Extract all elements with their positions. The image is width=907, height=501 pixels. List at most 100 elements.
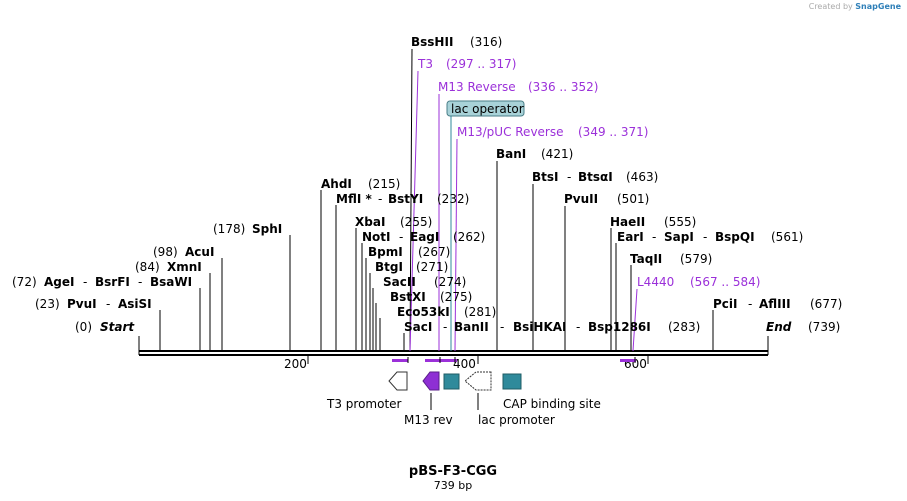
site-name-taqii[interactable]: TaqII — [630, 252, 662, 266]
site-pos-taqii: (579) — [680, 252, 712, 266]
site-name-xmni[interactable]: XmnI — [167, 260, 202, 274]
site-name-noti[interactable]: NotI — [362, 230, 391, 244]
primer-bar-l4440 — [620, 359, 636, 362]
site-name-btsai[interactable]: BtsαI — [578, 170, 613, 184]
site-name-btgi[interactable]: BtgI — [375, 260, 403, 274]
site-pos-pvui: (23) — [35, 297, 60, 311]
ruler-label-200: 200 — [284, 357, 307, 371]
snapgene-credit: Created by SnapGene — [809, 2, 901, 11]
sequence-backbone — [138, 336, 769, 356]
cap-binding-site-box[interactable] — [502, 373, 522, 390]
site-sep-btsi: - — [567, 170, 571, 184]
site-pos-haeii: (555) — [664, 215, 696, 229]
start-pos: (0) — [75, 320, 92, 334]
site-name-haeii[interactable]: HaeII — [610, 215, 645, 229]
site-name-bspqi[interactable]: BspQI — [715, 230, 755, 244]
site-pos-agei: (72) — [12, 275, 37, 289]
site-pos-acui: (98) — [153, 245, 178, 259]
site-name-btsi[interactable]: BtsI — [532, 170, 559, 184]
primer-bar-ends — [407, 357, 636, 363]
credit-prefix: Created by — [808, 2, 853, 11]
site-pos-xmni: (84) — [135, 260, 160, 274]
leader-m13puc-reverse — [454, 138, 458, 352]
site-name-bani[interactable]: BanI — [496, 147, 526, 161]
site-name-bsrfi[interactable]: BsrFI — [95, 275, 130, 289]
leader-bsshii — [409, 48, 413, 352]
site-name-asisi[interactable]: AsiSI — [118, 297, 152, 311]
site-name-bstyi[interactable]: BstYI — [388, 192, 423, 206]
primer-name-m13-reverse[interactable]: M13 Reverse — [438, 80, 516, 94]
ruler-label-400: 400 — [453, 357, 476, 371]
lac-operator-feature[interactable] — [443, 373, 460, 390]
leader-l4440 — [632, 288, 638, 352]
primer-name-t3[interactable]: T3 — [417, 57, 433, 71]
end-pos: (739) — [808, 320, 840, 334]
site-name-eari[interactable]: EarI — [617, 230, 644, 244]
primer-bar-m13-reverse — [425, 359, 441, 362]
feature-label-t3-promoter: T3 promoter — [326, 397, 402, 411]
site-pos-pvuii: (501) — [617, 192, 649, 206]
site-name-bsihkai[interactable]: BsiHKAI — [513, 320, 567, 334]
site-pos-eari: (561) — [771, 230, 803, 244]
site-name-ahdi[interactable]: AhdI — [321, 177, 352, 191]
primer-name-m13puc-reverse[interactable]: M13/pUC Reverse — [457, 125, 564, 139]
lac-operator-label: lac operator — [451, 102, 524, 116]
primer-range-m13-reverse: (336 .. 352) — [528, 80, 598, 94]
site-sep-eari-2: - — [703, 230, 707, 244]
site-name-agei[interactable]: AgeI — [44, 275, 74, 289]
site-name-sacii[interactable]: SacII — [383, 275, 416, 289]
leader-t3-primer — [409, 70, 419, 352]
site-name-pvui[interactable]: PvuI — [67, 297, 97, 311]
site-sep-noti: - — [399, 230, 403, 244]
site-name-acui[interactable]: AcuI — [185, 245, 214, 259]
site-name-banii[interactable]: BanII — [454, 320, 489, 334]
site-pos-bani: (421) — [541, 147, 573, 161]
feature-label-m13-rev: M13 rev — [404, 413, 453, 427]
plasmid-title: pBS-F3-CGG — [409, 464, 497, 479]
site-name-afliii[interactable]: AflIII — [759, 297, 791, 311]
site-pos-ahdi: (215) — [368, 177, 400, 191]
site-name-sphi[interactable]: SphI — [252, 222, 282, 236]
m13-rev-arrow[interactable] — [422, 371, 440, 391]
lac-operator-box[interactable] — [446, 100, 525, 117]
site-name-eagi[interactable]: EagI — [410, 230, 439, 244]
site-name-bsawi[interactable]: BsaWI — [150, 275, 192, 289]
site-sep-saci-3: - — [576, 320, 580, 334]
primer-bar-m13puc-reverse — [435, 359, 457, 362]
site-name-mfli[interactable]: MflI * — [336, 192, 372, 206]
t3-promoter-arrow[interactable] — [388, 371, 408, 391]
site-name-pvuii[interactable]: PvuII — [564, 192, 598, 206]
site-name-pcii[interactable]: PciI — [713, 297, 738, 311]
site-pos-btsi: (463) — [626, 170, 658, 184]
site-name-bpmi[interactable]: BpmI — [368, 245, 403, 259]
site-pos-sphi: (178) — [213, 222, 245, 236]
site-sep-pcii: - — [748, 297, 752, 311]
site-pos-btgi: (271) — [416, 260, 448, 274]
site-name-bstxi[interactable]: BstXI — [390, 290, 426, 304]
site-name-saci[interactable]: SacI — [404, 320, 432, 334]
site-name-eco53ki[interactable]: Eco53kI — [397, 305, 450, 319]
site-sep-agei-1: - — [83, 275, 87, 289]
site-sep-mfli: - — [378, 192, 382, 206]
primer-range-m13puc-reverse: (349 .. 371) — [578, 125, 648, 139]
site-name-bsshii[interactable]: BssHII — [411, 35, 453, 49]
feature-label-lac-promoter: lac promoter — [478, 413, 555, 427]
lac-promoter-arrow[interactable] — [464, 371, 492, 391]
plasmid-size: 739 bp — [434, 479, 472, 492]
site-sep-agei-2: - — [138, 275, 142, 289]
site-sep-eari-1: - — [652, 230, 656, 244]
start-label: Start — [100, 320, 135, 334]
primer-leaders — [409, 70, 638, 352]
site-name-sapi[interactable]: SapI — [664, 230, 694, 244]
site-pos-bpmi: (267) — [418, 245, 450, 259]
site-sep-pvui: - — [106, 297, 110, 311]
site-sep-saci-1: - — [443, 320, 447, 334]
site-name-xbai[interactable]: XbaI — [355, 215, 385, 229]
primer-range-t3: (297 .. 317) — [446, 57, 516, 71]
primer-name-l4440[interactable]: L4440 — [637, 275, 674, 289]
site-pos-eco53ki: (281) — [464, 305, 496, 319]
site-pos-mfli: (232) — [437, 192, 469, 206]
site-pos-bsshii: (316) — [470, 35, 502, 49]
site-name-bsp1286i[interactable]: Bsp1286I — [588, 320, 651, 334]
